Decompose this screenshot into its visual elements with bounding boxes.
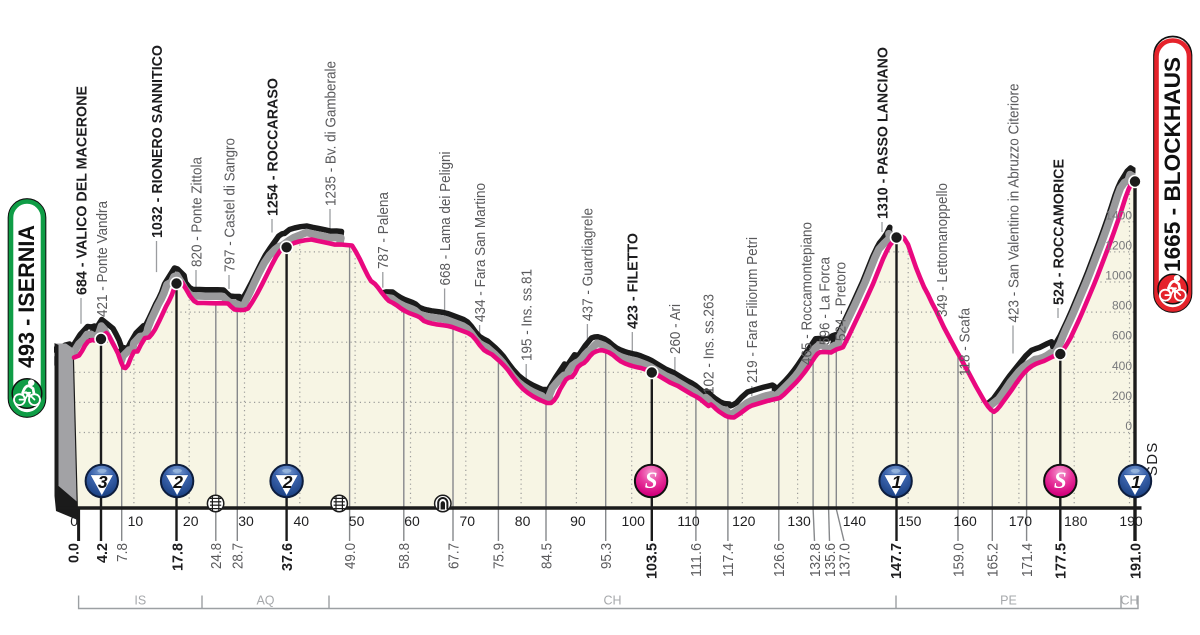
svg-text:4.2: 4.2 <box>94 543 111 563</box>
svg-text:1: 1 <box>1131 472 1141 492</box>
svg-text:58.8: 58.8 <box>396 543 413 569</box>
svg-text:219 - Fara Filiorum Petri: 219 - Fara Filiorum Petri <box>744 237 761 383</box>
svg-text:70: 70 <box>460 513 476 529</box>
svg-text:IS: IS <box>134 594 146 608</box>
svg-text:110: 110 <box>677 513 700 529</box>
svg-text:2: 2 <box>282 472 293 492</box>
svg-text:191.0: 191.0 <box>1127 543 1144 579</box>
svg-text:260 - Ari: 260 - Ari <box>667 304 684 354</box>
svg-text:60: 60 <box>404 513 420 529</box>
svg-text:PE: PE <box>1000 594 1017 608</box>
svg-text:7.8: 7.8 <box>114 543 131 562</box>
svg-text:80: 80 <box>515 513 531 529</box>
svg-text:CH: CH <box>603 594 621 608</box>
svg-text:170: 170 <box>1009 513 1033 529</box>
svg-text:S: S <box>645 468 658 493</box>
svg-text:SDS: SDS <box>1144 442 1161 476</box>
svg-text:190: 190 <box>1119 513 1143 529</box>
svg-text:1000: 1000 <box>1105 269 1132 283</box>
svg-text:118 - Scafa: 118 - Scafa <box>956 307 973 376</box>
svg-text:135.6: 135.6 <box>822 543 839 577</box>
svg-text:40: 40 <box>294 513 310 529</box>
svg-text:180: 180 <box>1064 513 1088 529</box>
svg-text:102 - Ins. ss.263: 102 - Ins. ss.263 <box>700 294 717 394</box>
svg-text:67.7: 67.7 <box>445 543 462 569</box>
svg-text:0.0: 0.0 <box>65 543 82 563</box>
svg-text:150: 150 <box>898 513 922 529</box>
svg-text:147.7: 147.7 <box>888 543 905 579</box>
svg-text:1032 - RIONERO SANNITICO: 1032 - RIONERO SANNITICO <box>149 45 166 238</box>
svg-text:421 - Ponte Vandra: 421 - Ponte Vandra <box>94 200 111 317</box>
svg-text:1: 1 <box>892 472 902 492</box>
svg-text:437 - Guardiagrele: 437 - Guardiagrele <box>580 208 597 321</box>
svg-text:30: 30 <box>238 513 254 529</box>
svg-text:24.8: 24.8 <box>208 543 225 569</box>
svg-text:423 - FILETTO: 423 - FILETTO <box>625 233 642 329</box>
svg-text:95.3: 95.3 <box>598 543 615 569</box>
svg-text:S: S <box>1054 468 1067 493</box>
svg-text:49.0: 49.0 <box>342 543 359 569</box>
svg-text:465 - Roccamontepiano: 465 - Roccamontepiano <box>798 222 815 365</box>
svg-text:0: 0 <box>70 513 78 529</box>
svg-text:797 - Castel di Sangro: 797 - Castel di Sangro <box>221 138 238 272</box>
svg-text:200: 200 <box>1112 389 1132 403</box>
svg-text:3: 3 <box>98 472 108 492</box>
svg-text:171.4: 171.4 <box>1019 543 1036 577</box>
svg-text:84.5: 84.5 <box>538 543 555 569</box>
svg-text:1310 - PASSO LANCIANO: 1310 - PASSO LANCIANO <box>874 47 891 219</box>
svg-text:493 - ISERNIA: 493 - ISERNIA <box>14 225 39 368</box>
svg-text:137.0: 137.0 <box>836 543 853 577</box>
svg-text:1235 - Bv. di Gamberale: 1235 - Bv. di Gamberale <box>322 61 339 206</box>
svg-text:AQ: AQ <box>256 594 274 608</box>
svg-text:800: 800 <box>1112 299 1132 313</box>
svg-text:524 - Pretoro: 524 - Pretoro <box>832 262 849 341</box>
svg-text:75.9: 75.9 <box>491 543 508 569</box>
svg-text:132.8: 132.8 <box>807 543 824 577</box>
svg-text:50: 50 <box>349 513 365 529</box>
svg-text:400: 400 <box>1112 359 1132 373</box>
svg-text:103.5: 103.5 <box>643 543 660 579</box>
svg-text:111.6: 111.6 <box>688 543 705 577</box>
svg-text:100: 100 <box>622 513 646 529</box>
svg-text:668 - Lama dei Peligni: 668 - Lama dei Peligni <box>437 151 454 285</box>
svg-text:524 - ROCCAMORICE: 524 - ROCCAMORICE <box>1050 159 1067 305</box>
svg-text:1665 - BLOCKHAUS: 1665 - BLOCKHAUS <box>1160 57 1185 272</box>
svg-text:596 - La Forca: 596 - La Forca <box>816 256 833 345</box>
svg-text:160: 160 <box>953 513 977 529</box>
svg-text:90: 90 <box>570 513 586 529</box>
svg-text:126.6: 126.6 <box>771 543 788 577</box>
svg-text:130: 130 <box>787 513 811 529</box>
svg-text:CH: CH <box>1120 594 1138 608</box>
svg-text:37.6: 37.6 <box>279 543 296 571</box>
svg-text:684 - VALICO DEL MACERONE: 684 - VALICO DEL MACERONE <box>73 86 90 295</box>
svg-text:120: 120 <box>732 513 756 529</box>
svg-text:20: 20 <box>183 513 199 529</box>
svg-text:10: 10 <box>128 513 144 529</box>
svg-text:820 - Ponte Zittola: 820 - Ponte Zittola <box>188 156 205 267</box>
svg-text:117.4: 117.4 <box>720 543 737 577</box>
svg-text:1254 - ROCCARASO: 1254 - ROCCARASO <box>264 78 281 216</box>
svg-text:1200: 1200 <box>1105 238 1132 252</box>
svg-text:165.2: 165.2 <box>985 543 1002 577</box>
svg-text:28.7: 28.7 <box>230 543 247 569</box>
svg-text:0: 0 <box>1125 419 1132 433</box>
svg-text:423 - San Valentino in Abruzzo: 423 - San Valentino in Abruzzo Citeriore <box>1005 83 1022 322</box>
svg-text:787 - Palena: 787 - Palena <box>375 191 392 269</box>
svg-text:195 - Ins. ss.81: 195 - Ins. ss.81 <box>519 269 536 361</box>
svg-text:17.8: 17.8 <box>169 543 186 571</box>
svg-text:600: 600 <box>1112 329 1132 343</box>
svg-text:2: 2 <box>172 472 183 492</box>
svg-text:349 - Lettomanoppello: 349 - Lettomanoppello <box>934 183 951 317</box>
svg-text:434 - Fara San Martino: 434 - Fara San Martino <box>472 183 489 322</box>
svg-text:1400: 1400 <box>1105 208 1132 222</box>
svg-text:159.0: 159.0 <box>950 543 967 577</box>
svg-text:140: 140 <box>843 513 867 529</box>
svg-text:177.5: 177.5 <box>1053 543 1070 579</box>
